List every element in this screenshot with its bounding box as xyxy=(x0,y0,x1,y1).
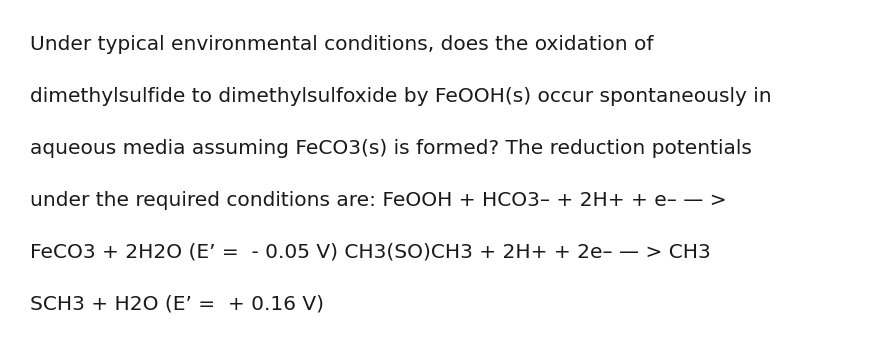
Text: under the required conditions are: FeOOH + HCO3– + 2H+ + e– — >: under the required conditions are: FeOOH… xyxy=(30,191,726,210)
Text: Under typical environmental conditions, does the oxidation of: Under typical environmental conditions, … xyxy=(30,35,653,54)
Text: aqueous media assuming FeCO3(s) is formed? The reduction potentials: aqueous media assuming FeCO3(s) is forme… xyxy=(30,139,751,158)
Text: dimethylsulfide to dimethylsulfoxide by FeOOH(s) occur spontaneously in: dimethylsulfide to dimethylsulfoxide by … xyxy=(30,87,771,106)
Text: SCH3 + H2O (E’ =  + 0.16 V): SCH3 + H2O (E’ = + 0.16 V) xyxy=(30,295,324,314)
Text: FeCO3 + 2H2O (E’ =  - 0.05 V) CH3(SO)CH3 + 2H+ + 2e– — > CH3: FeCO3 + 2H2O (E’ = - 0.05 V) CH3(SO)CH3 … xyxy=(30,243,710,262)
